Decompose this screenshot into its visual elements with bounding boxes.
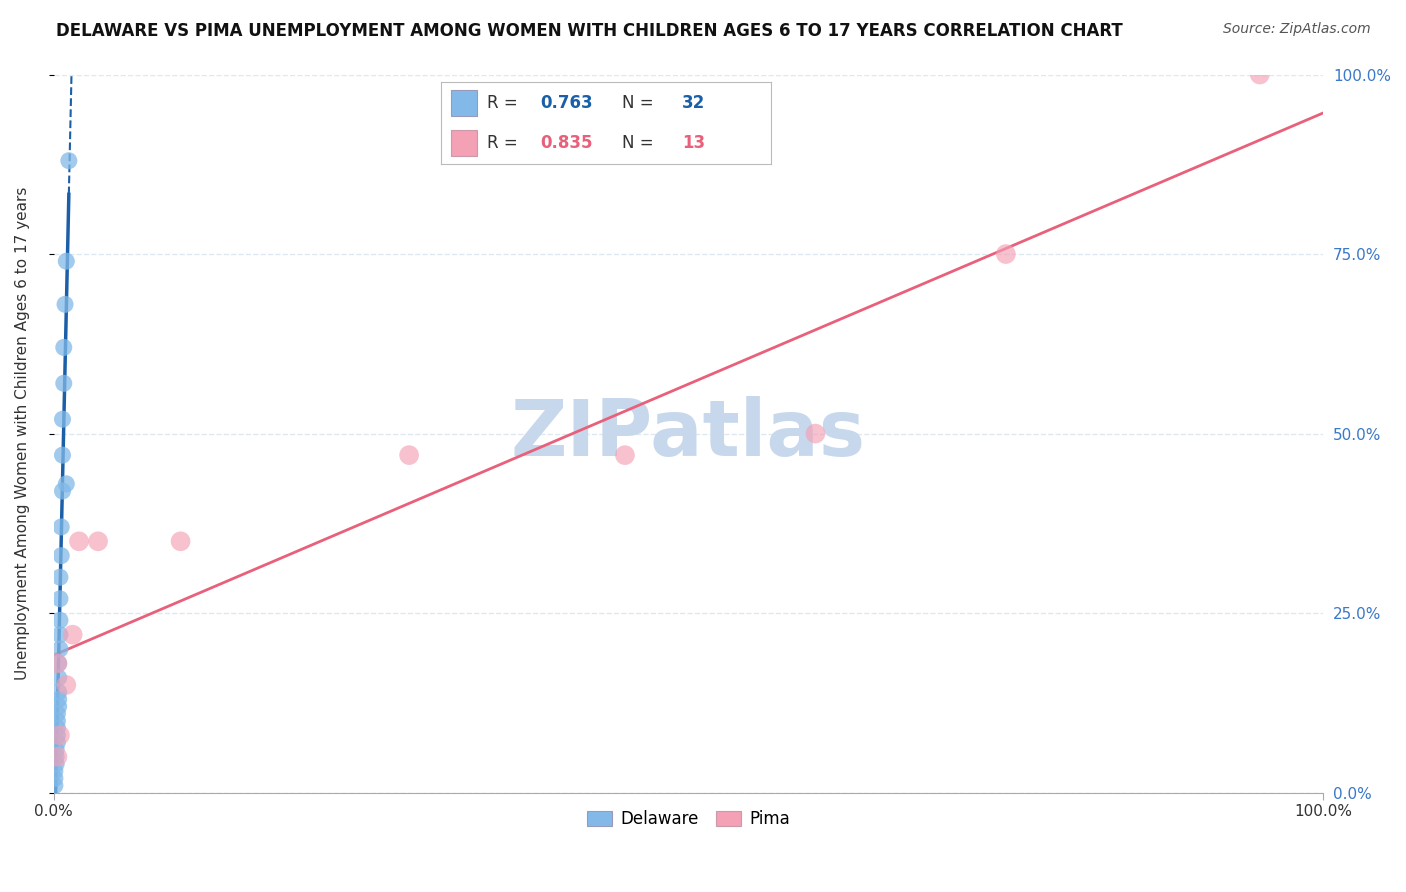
Point [46,728,69,742]
Point [49,642,72,657]
Point [48,699,70,714]
Point [51,448,73,462]
Point [45,756,67,771]
Point [49,570,72,584]
Point [613,448,636,462]
Point [51,520,73,534]
Point [58,153,80,168]
Point [53,297,76,311]
Point [46,714,69,728]
Point [45,749,67,764]
Point [46,735,69,749]
Point [44,764,66,778]
Point [46,721,69,735]
Point [51,412,73,426]
Point [52,340,75,354]
Legend: Delaware, Pima: Delaware, Pima [581,804,796,835]
Point [62,628,84,642]
Text: DELAWARE VS PIMA UNEMPLOYMENT AMONG WOMEN WITH CHILDREN AGES 6 TO 17 YEARS CORRE: DELAWARE VS PIMA UNEMPLOYMENT AMONG WOME… [56,22,1123,40]
Text: ZIPatlas: ZIPatlas [510,395,866,472]
Point [48,692,70,706]
Point [49,728,72,742]
Point [52,376,75,391]
Point [48,657,70,671]
Point [44,772,66,786]
Point [49,628,72,642]
Point [46,749,69,764]
Point [45,742,67,756]
Point [67,534,90,549]
Point [87,534,110,549]
Point [48,685,70,699]
Point [46,657,69,671]
Point [398,448,420,462]
Text: Source: ZipAtlas.com: Source: ZipAtlas.com [1223,22,1371,37]
Point [46,706,69,721]
Point [49,591,72,606]
Point [48,671,70,685]
Point [55,254,77,268]
Y-axis label: Unemployment Among Women with Children Ages 6 to 17 years: Unemployment Among Women with Children A… [15,187,30,681]
Point [51,483,73,498]
Point [55,678,77,692]
Point [804,426,827,441]
Point [44,779,66,793]
Point [1249,68,1271,82]
Point [994,247,1017,261]
Point [55,476,77,491]
Point [51,549,73,563]
Point [49,613,72,627]
Point [169,534,191,549]
